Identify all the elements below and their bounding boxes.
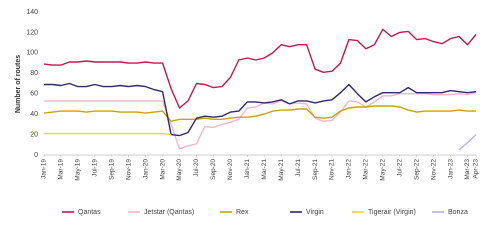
x-tick-label: Jul-21: [295, 159, 302, 177]
legend-label: Virgin: [306, 209, 324, 216]
x-tick-label: Apr-23: [473, 159, 480, 179]
y-tick-label: 140: [26, 9, 38, 16]
y-axis-title: Number of routes: [15, 55, 22, 113]
x-tick-label: Sep-22: [413, 159, 420, 180]
x-tick-label: Mar-19: [58, 159, 65, 180]
legend-label: Tigerair (Virgin): [368, 209, 416, 216]
legend-label: Jetstar (Qantas): [144, 209, 194, 216]
y-tick-label: 0: [34, 152, 38, 159]
y-tick-label: 40: [30, 111, 38, 118]
x-tick-label: Jan-19: [41, 159, 48, 179]
legend-label: Bonza: [448, 209, 468, 216]
x-tick-label: Jul-20: [193, 159, 200, 177]
x-tick-label: Mar-23: [464, 159, 471, 180]
series-line: [44, 82, 477, 137]
x-tick-label: Jan-20: [142, 159, 149, 179]
x-tick-label: Nov-19: [125, 159, 132, 180]
x-tick-label: Nov-20: [227, 159, 234, 180]
x-tick-label: May-22: [380, 159, 387, 181]
x-tick-label: Sep-19: [108, 159, 115, 180]
x-tick-label: Sep-21: [312, 159, 319, 180]
x-tick-label: Jul-19: [92, 159, 99, 177]
series-line: [458, 134, 477, 151]
x-tick-label: May-21: [278, 159, 285, 181]
series-line: [44, 92, 477, 150]
x-tick-label: Mar-22: [363, 159, 370, 180]
legend-label: Rex: [236, 209, 249, 216]
series-line: [43, 105, 476, 122]
y-tick-label: 80: [30, 70, 38, 77]
x-tick-label: Mar-21: [261, 159, 268, 180]
chart: Number of routes 0 20 40 60 80 100 120 140 Jan-1…: [15, 9, 480, 216]
y-tick-label: 60: [30, 91, 38, 98]
x-tick-label: Jan-23: [447, 159, 454, 179]
x-tick-label: May-19: [75, 159, 82, 181]
series-line: [44, 132, 172, 136]
y-tick-label: 120: [26, 29, 38, 36]
x-tick-label: Sep-20: [210, 159, 217, 180]
x-tick-label: May-20: [176, 159, 183, 181]
y-tick-label: 20: [30, 131, 38, 138]
legend-label: Qantas: [78, 209, 101, 216]
x-tick-label: Jan-22: [346, 159, 353, 179]
x-tick-label: Jan-21: [244, 159, 251, 179]
x-tick-label: Nov-22: [430, 159, 437, 180]
x-tick-label: Jul-22: [396, 159, 403, 177]
y-tick-label: 100: [26, 50, 38, 57]
x-tick-label: Nov-21: [329, 159, 336, 180]
series-line: [43, 28, 477, 109]
x-tick-label: Mar-20: [159, 159, 166, 180]
